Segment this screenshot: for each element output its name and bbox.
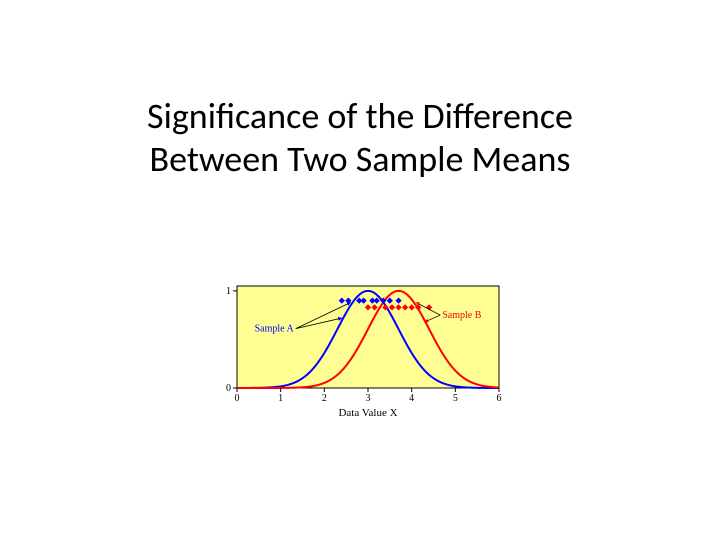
chart-svg: Sample A Sample B 0 1 2 3 4 5 6 0 1 Data Value X: [215, 280, 505, 420]
title-line-1: Significance of the Difference: [0, 95, 720, 138]
svg-text:6: 6: [497, 393, 502, 404]
svg-text:Sample B: Sample B: [442, 310, 481, 321]
page-title: Significance of the Difference Between T…: [0, 95, 720, 181]
svg-text:3: 3: [366, 393, 371, 404]
svg-text:Sample A: Sample A: [255, 324, 295, 335]
svg-text:1: 1: [226, 286, 231, 297]
svg-text:2: 2: [322, 393, 327, 404]
distribution-chart: Sample A Sample B 0 1 2 3 4 5 6 0 1 Data Value X: [215, 280, 505, 425]
svg-text:4: 4: [409, 393, 414, 404]
svg-text:1: 1: [278, 393, 283, 404]
svg-text:0: 0: [235, 393, 240, 404]
title-line-2: Between Two Sample Means: [0, 138, 720, 181]
svg-text:Data Value X: Data Value X: [338, 407, 397, 419]
svg-text:5: 5: [453, 393, 458, 404]
svg-text:0: 0: [226, 383, 231, 394]
